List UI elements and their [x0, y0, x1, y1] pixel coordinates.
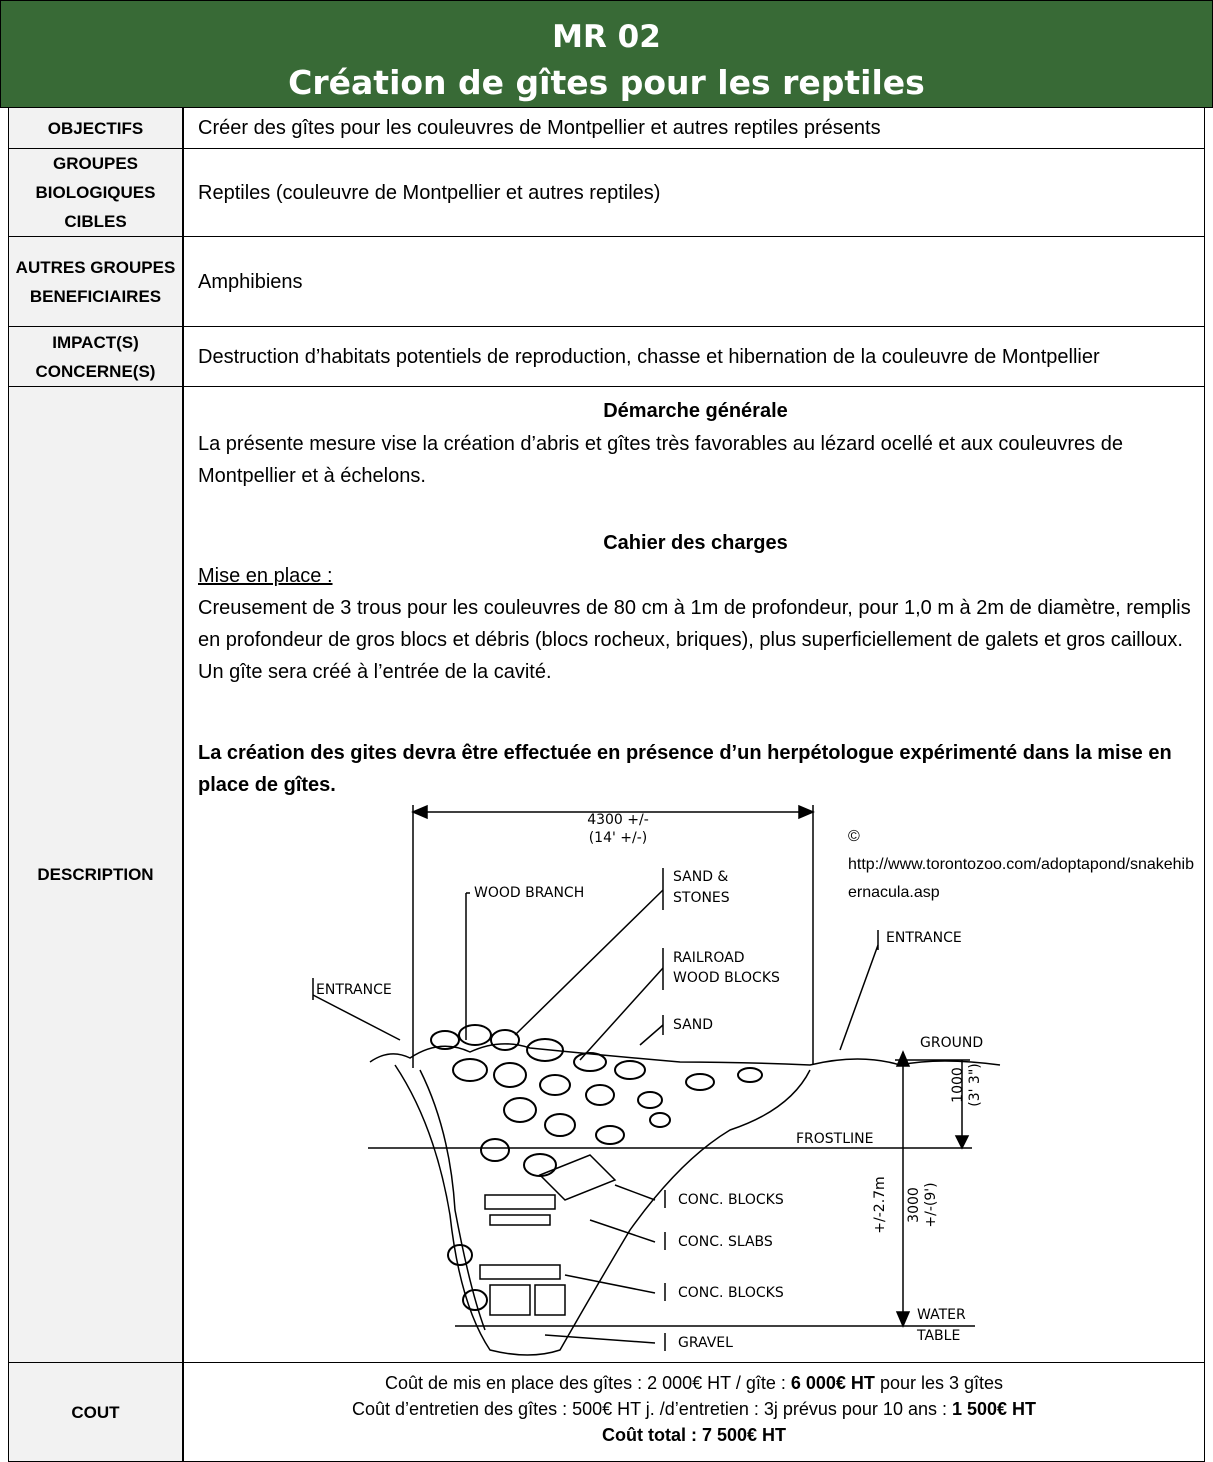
figure-label: 3000 [906, 1187, 922, 1223]
figure-label: FROSTLINE [796, 1131, 874, 1147]
figure-label: RAILROAD [673, 950, 745, 966]
subheading: Mise en place : [198, 565, 333, 587]
cost-line: Coût total : 7 500€ HT [184, 1422, 1204, 1448]
row-label: IMPACT(S) CONCERNE(S) [8, 326, 183, 387]
cost-text: Coût total : 7 500€ HT [601, 1425, 787, 1445]
cost-text: pour les 3 gîtes [874, 1373, 1004, 1393]
row-label: OBJECTIFS [8, 107, 183, 149]
figure-label: WOOD BRANCH [474, 885, 584, 901]
row-label: GROUPES BIOLOGIQUES CIBLES [8, 148, 183, 237]
figure-label: (3' 3") [967, 1063, 983, 1106]
cost-line: Coût de mis en place des gîtes : 2 000€ … [184, 1370, 1204, 1396]
paragraph: La présente mesure vise la création d’ab… [198, 433, 1123, 487]
figure-label: +/-2.7m [872, 1176, 888, 1233]
figure-label: CONC. BLOCKS [678, 1192, 784, 1208]
row-label: AUTRES GROUPES BENEFICIAIRES [8, 236, 183, 327]
cost-cell: Coût de mis en place des gîtes : 2 000€ … [183, 1362, 1205, 1462]
paragraph: Creusement de 3 trous pour les couleuvre… [198, 597, 1191, 683]
heading: Cahier des charges [603, 532, 788, 554]
figure-label: SAND & [673, 869, 728, 885]
figure-label: STONES [673, 890, 730, 906]
cost-line: Coût d’entretien des gîtes : 500€ HT j. … [184, 1396, 1204, 1422]
figure-label: +/-(9') [923, 1182, 939, 1227]
cost-text: Coût de mis en place des gîtes : 2 000€ … [384, 1373, 791, 1393]
cost-text: Coût d’entretien des gîtes : 500€ HT j. … [351, 1399, 952, 1419]
figure-label: ENTRANCE [886, 930, 962, 946]
figure-label: CONC. SLABS [678, 1234, 773, 1250]
figure-label: TABLE [916, 1328, 960, 1344]
figure-label: (14' +/-) [589, 830, 648, 846]
cost-text: 6 000€ HT [790, 1373, 875, 1393]
figure-label: GROUND [920, 1035, 983, 1051]
heading: Démarche générale [603, 400, 788, 422]
credit-url: http://www.torontozoo.com/adoptapond/sna… [848, 856, 1194, 901]
figure-label: 1000 [950, 1067, 966, 1103]
figure-drawing [312, 804, 1001, 1356]
cost-text: 1 500€ HT [951, 1399, 1037, 1419]
row-label: COUT [8, 1362, 183, 1462]
header: MR 02 Création de gîtes pour les reptile… [0, 0, 1213, 108]
figure-label: SAND [673, 1017, 713, 1033]
figure-label: 4300 +/- [587, 812, 649, 828]
figure-label: WOOD BLOCKS [673, 970, 780, 986]
figure-label: ENTRANCE [316, 982, 392, 998]
credit-symbol: © [848, 828, 860, 845]
measure-code: MR 02 [552, 19, 661, 55]
figure-label: CONC. BLOCKS [678, 1285, 784, 1301]
measure-title: Création de gîtes pour les reptiles [288, 63, 925, 102]
note: La création des gites devra être effectu… [198, 742, 1172, 796]
figure-label: WATER [917, 1307, 966, 1323]
figure-label: GRAVEL [678, 1335, 733, 1351]
row-label: DESCRIPTION [8, 386, 183, 1363]
